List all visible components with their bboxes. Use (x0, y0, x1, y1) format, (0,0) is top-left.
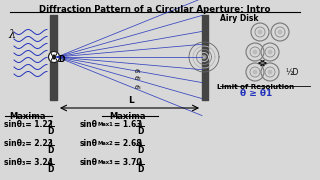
Text: Airy Disk: Airy Disk (220, 14, 259, 23)
Text: Diffraction Pattern of a Circular Aperture: Intro: Diffraction Pattern of a Circular Apertu… (39, 5, 271, 14)
Text: D: D (58, 55, 64, 64)
Text: λ: λ (8, 30, 15, 40)
Text: D: D (47, 127, 53, 136)
Text: Max1: Max1 (97, 122, 113, 127)
Text: λ: λ (47, 158, 52, 167)
Text: sinθ₃= 3.24: sinθ₃= 3.24 (4, 158, 53, 167)
Text: λ: λ (138, 139, 142, 148)
Text: sinθ: sinθ (80, 158, 98, 167)
Text: = 1.63: = 1.63 (114, 120, 141, 129)
Text: Max2: Max2 (97, 141, 113, 146)
Circle shape (252, 50, 258, 55)
Text: D: D (137, 165, 143, 174)
Text: = 3.70: = 3.70 (114, 158, 142, 167)
Text: sinθ: sinθ (80, 139, 98, 148)
Text: D: D (137, 127, 143, 136)
Text: $\theta_1$: $\theta_1$ (134, 67, 142, 76)
Circle shape (258, 30, 262, 35)
Text: Maxima: Maxima (110, 112, 146, 121)
Circle shape (202, 55, 206, 59)
Circle shape (268, 50, 273, 55)
Text: sinθ₁= 1.22: sinθ₁= 1.22 (4, 120, 53, 129)
Text: Max3: Max3 (97, 160, 113, 165)
Text: D: D (47, 165, 53, 174)
Text: D: D (137, 146, 143, 155)
Circle shape (49, 51, 60, 62)
Text: λ: λ (138, 120, 142, 129)
Text: $\theta_2$: $\theta_2$ (134, 74, 142, 83)
Text: sinθ: sinθ (80, 120, 98, 129)
Circle shape (268, 69, 273, 75)
Text: $\theta_3$: $\theta_3$ (134, 83, 142, 92)
Text: Maxima: Maxima (10, 112, 46, 121)
Text: θ ≥ θ1: θ ≥ θ1 (240, 89, 272, 98)
Text: L: L (128, 96, 134, 105)
Text: = 2.68: = 2.68 (114, 139, 142, 148)
Text: sinθ₂= 2.23: sinθ₂= 2.23 (4, 139, 53, 148)
Text: λ: λ (47, 120, 52, 129)
Text: λ: λ (47, 139, 52, 148)
Circle shape (252, 69, 258, 75)
Circle shape (277, 30, 283, 35)
Text: Limit of Resolution: Limit of Resolution (217, 84, 295, 90)
Text: ½D: ½D (285, 68, 298, 76)
Text: λ: λ (138, 158, 142, 167)
Text: D: D (47, 146, 53, 155)
